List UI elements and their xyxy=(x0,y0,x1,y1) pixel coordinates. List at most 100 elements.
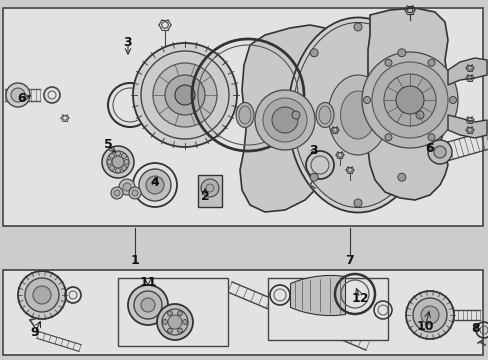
Polygon shape xyxy=(367,8,449,200)
Bar xyxy=(118,278,227,346)
Circle shape xyxy=(109,153,114,158)
Circle shape xyxy=(162,320,167,324)
Circle shape xyxy=(114,190,120,196)
Circle shape xyxy=(177,311,182,316)
Circle shape xyxy=(115,151,120,156)
Text: 5: 5 xyxy=(103,139,112,152)
Circle shape xyxy=(427,140,451,164)
Circle shape xyxy=(133,43,237,147)
Circle shape xyxy=(361,52,457,148)
Circle shape xyxy=(353,199,361,207)
Text: 8: 8 xyxy=(471,323,479,336)
Text: 3: 3 xyxy=(123,36,132,49)
Circle shape xyxy=(6,83,30,107)
Text: 7: 7 xyxy=(345,253,354,266)
Text: 11: 11 xyxy=(139,275,157,288)
Text: 10: 10 xyxy=(415,320,433,333)
Circle shape xyxy=(309,173,318,181)
Bar xyxy=(198,175,222,207)
Ellipse shape xyxy=(327,75,387,155)
Circle shape xyxy=(167,328,172,333)
Circle shape xyxy=(395,86,423,114)
Circle shape xyxy=(139,169,171,201)
Circle shape xyxy=(121,153,126,158)
Circle shape xyxy=(141,51,228,139)
Circle shape xyxy=(168,315,182,329)
Circle shape xyxy=(353,23,361,31)
Circle shape xyxy=(109,166,114,171)
Circle shape xyxy=(201,179,219,197)
Ellipse shape xyxy=(340,91,375,139)
Circle shape xyxy=(448,96,456,104)
Circle shape xyxy=(157,304,193,340)
Circle shape xyxy=(11,88,25,102)
Text: 4: 4 xyxy=(150,175,159,189)
Polygon shape xyxy=(447,115,486,138)
Circle shape xyxy=(182,320,187,324)
Ellipse shape xyxy=(287,18,427,212)
Bar xyxy=(267,278,387,340)
Polygon shape xyxy=(447,58,486,85)
Circle shape xyxy=(153,63,217,127)
Circle shape xyxy=(397,49,405,57)
Circle shape xyxy=(291,111,299,119)
Text: 12: 12 xyxy=(350,292,368,305)
Ellipse shape xyxy=(318,106,330,124)
Circle shape xyxy=(25,278,59,312)
Circle shape xyxy=(427,134,434,141)
Circle shape xyxy=(412,298,446,332)
Circle shape xyxy=(123,183,131,191)
Circle shape xyxy=(383,74,435,126)
Circle shape xyxy=(107,159,112,165)
Circle shape xyxy=(111,187,123,199)
Circle shape xyxy=(119,179,135,195)
Circle shape xyxy=(121,166,126,171)
Text: 6: 6 xyxy=(425,141,433,154)
Circle shape xyxy=(112,156,124,168)
Circle shape xyxy=(162,309,187,335)
Circle shape xyxy=(18,271,66,319)
Text: 6: 6 xyxy=(18,91,26,104)
Ellipse shape xyxy=(239,106,250,124)
Circle shape xyxy=(397,173,405,181)
Circle shape xyxy=(263,98,306,142)
Text: 1: 1 xyxy=(130,253,139,266)
Circle shape xyxy=(309,49,318,57)
Text: 9: 9 xyxy=(31,327,39,339)
Circle shape xyxy=(164,75,204,115)
Circle shape xyxy=(420,306,438,324)
Polygon shape xyxy=(240,25,329,212)
Circle shape xyxy=(124,159,129,165)
Circle shape xyxy=(146,176,163,194)
Circle shape xyxy=(363,96,370,104)
Circle shape xyxy=(384,134,391,141)
Circle shape xyxy=(177,328,182,333)
Text: 3: 3 xyxy=(309,144,318,157)
Circle shape xyxy=(107,151,129,173)
Circle shape xyxy=(128,285,168,325)
Circle shape xyxy=(134,291,162,319)
Text: 2: 2 xyxy=(200,189,209,202)
Ellipse shape xyxy=(236,103,253,127)
Circle shape xyxy=(205,184,214,192)
Circle shape xyxy=(427,59,434,66)
Circle shape xyxy=(141,298,155,312)
Ellipse shape xyxy=(315,103,333,127)
Circle shape xyxy=(102,146,134,178)
Circle shape xyxy=(115,168,120,173)
Circle shape xyxy=(254,90,314,150)
Circle shape xyxy=(132,190,138,196)
Circle shape xyxy=(167,311,172,316)
Circle shape xyxy=(33,286,51,304)
Circle shape xyxy=(384,59,391,66)
Bar xyxy=(3,8,482,226)
Ellipse shape xyxy=(292,22,422,207)
Circle shape xyxy=(415,111,423,119)
Circle shape xyxy=(433,146,445,158)
Circle shape xyxy=(405,291,453,339)
Bar xyxy=(3,270,482,355)
Circle shape xyxy=(129,187,141,199)
Circle shape xyxy=(271,107,297,133)
Circle shape xyxy=(371,62,447,138)
Circle shape xyxy=(175,85,195,105)
